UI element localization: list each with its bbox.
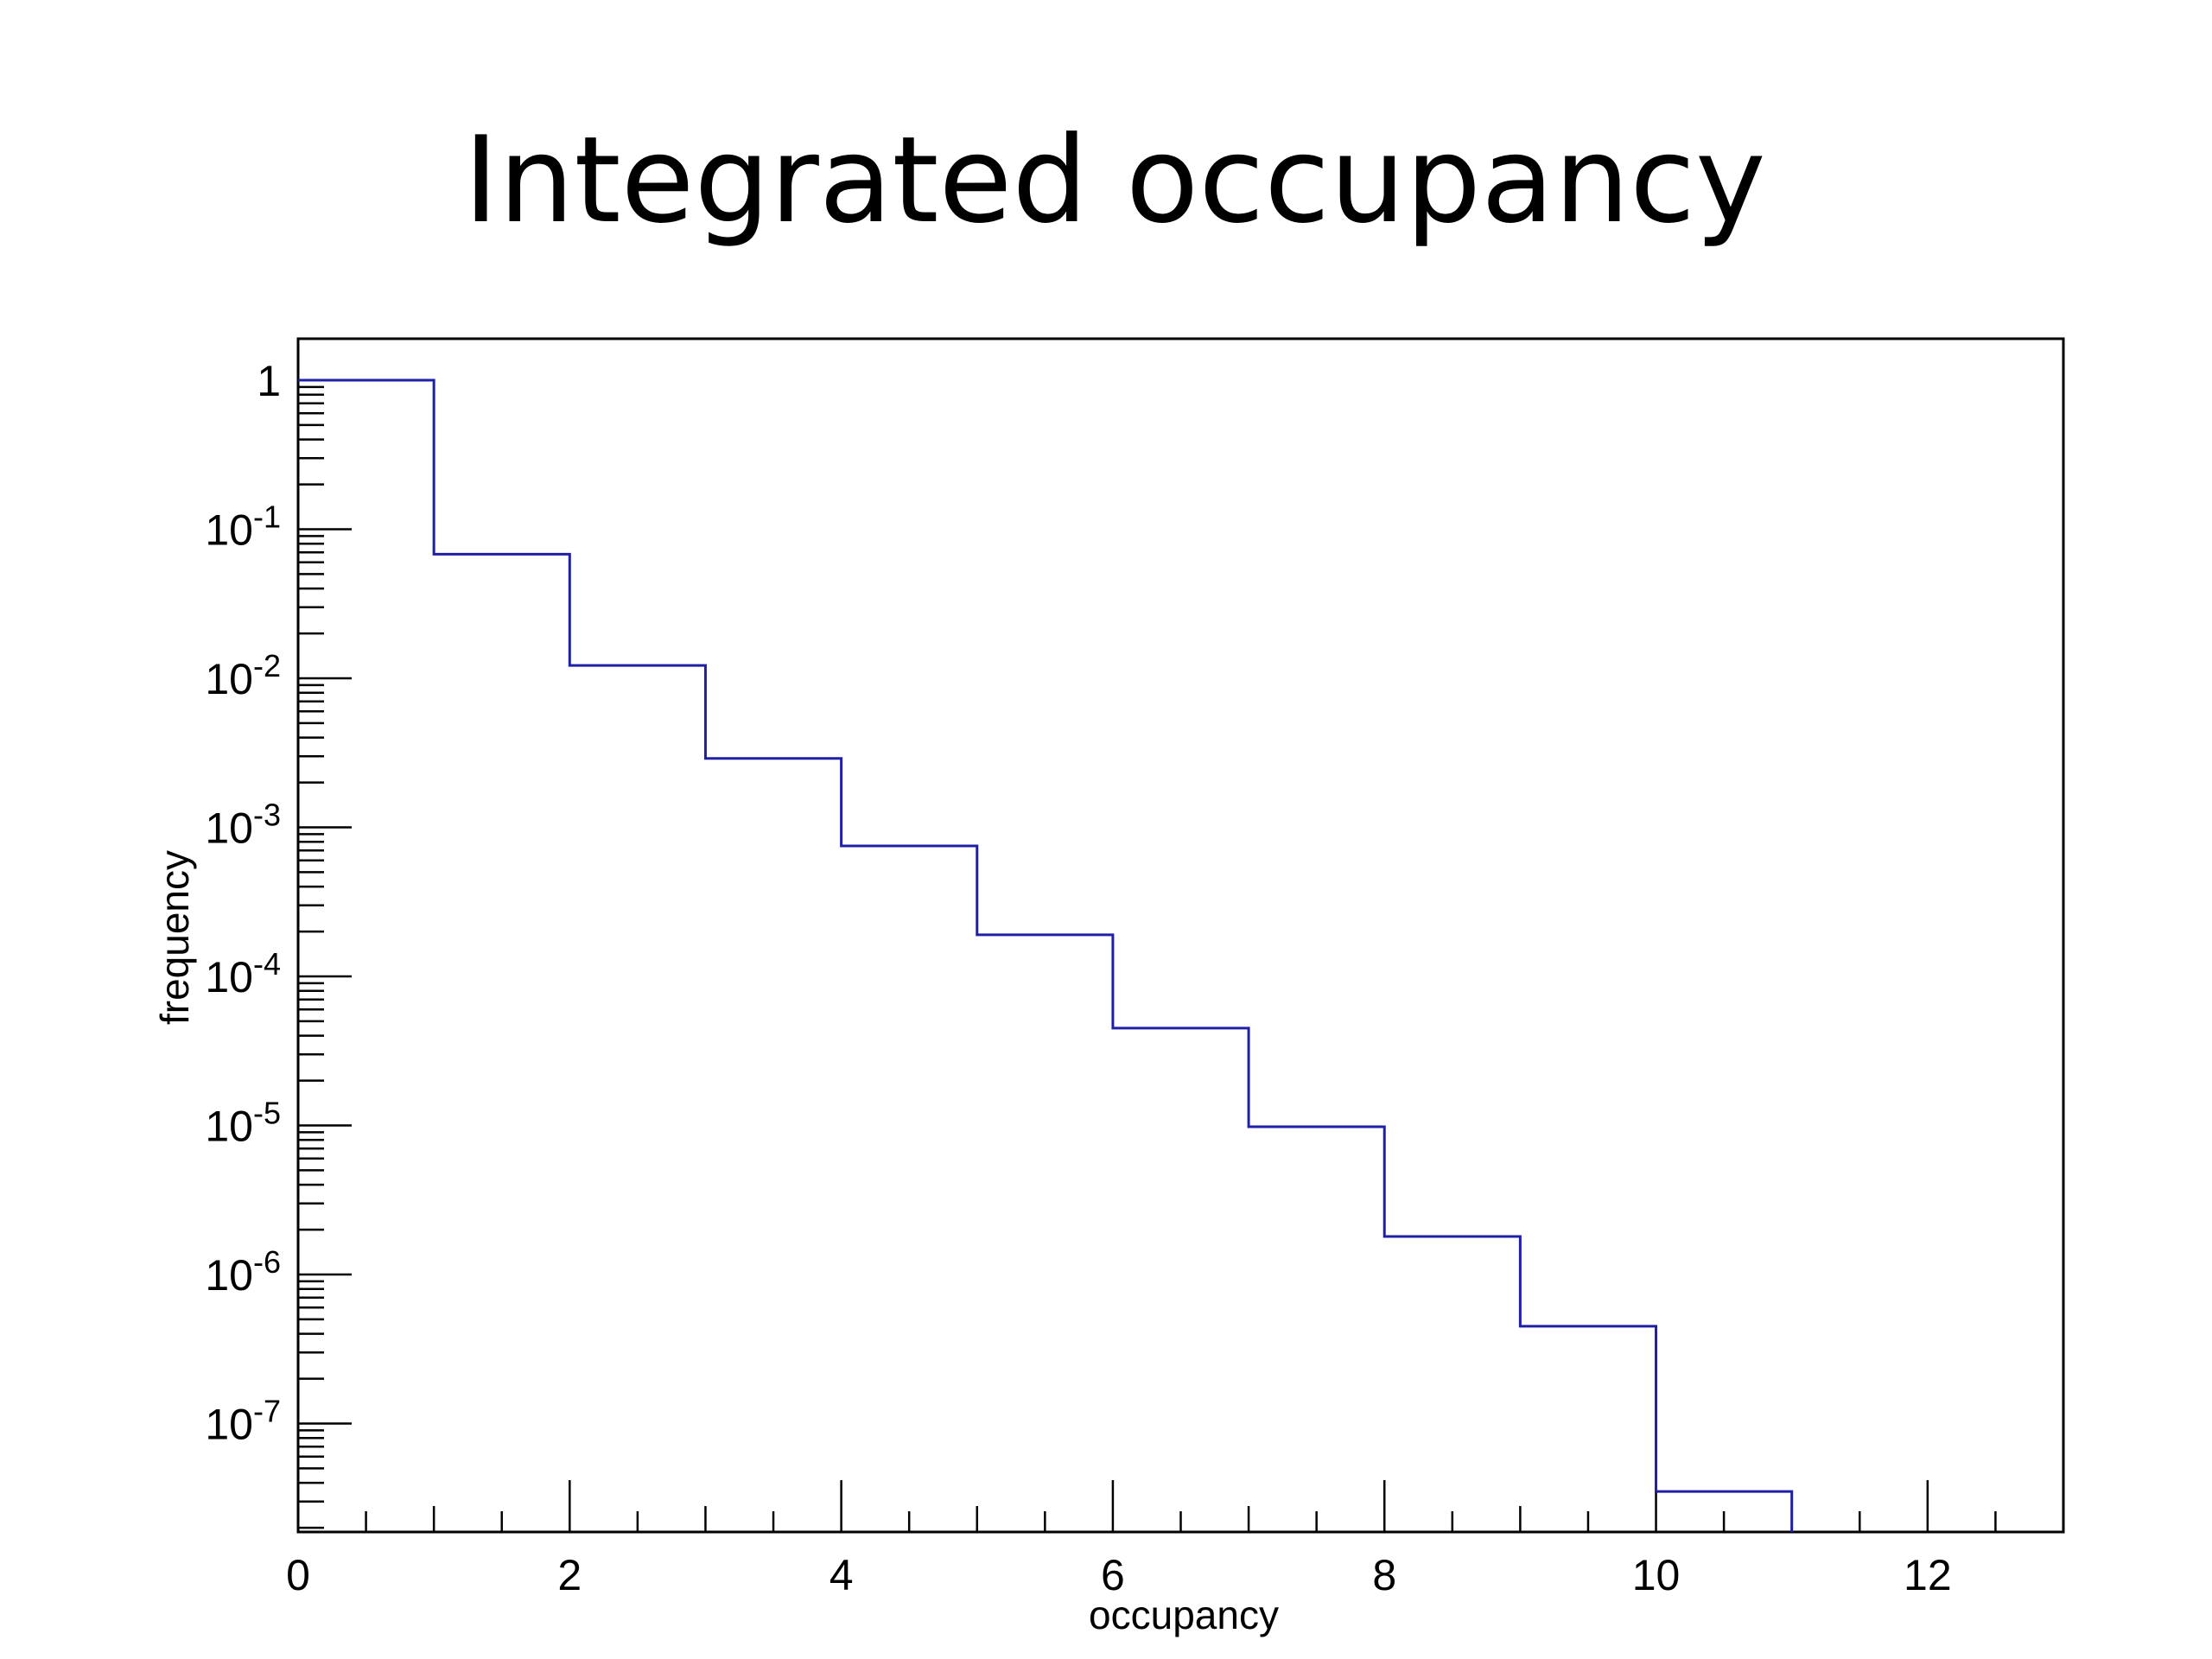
y-tick-label: 10-3 bbox=[205, 798, 281, 853]
y-tick-label: 10-6 bbox=[205, 1244, 281, 1300]
x-axis-label: occupancy bbox=[1089, 1592, 1279, 1637]
x-tick-label: 6 bbox=[1101, 1551, 1125, 1599]
x-tick-label: 0 bbox=[286, 1551, 310, 1599]
x-tick-label: 8 bbox=[1372, 1551, 1396, 1599]
histogram-line bbox=[298, 378, 1794, 1532]
y-tick-label: 10-4 bbox=[205, 946, 281, 1001]
slide-title: Integrated occupancy bbox=[463, 111, 1766, 250]
x-tick-label: 12 bbox=[1904, 1551, 1952, 1599]
y-tick-label: 10-2 bbox=[205, 648, 281, 703]
x-tick-label: 2 bbox=[557, 1551, 582, 1599]
y-tick-label: 1 bbox=[257, 357, 281, 405]
y-tick-label: 10-5 bbox=[205, 1096, 281, 1151]
y-tick-label: 10-7 bbox=[205, 1394, 281, 1449]
x-tick-label: 4 bbox=[830, 1551, 854, 1599]
y-tick-label: 10-1 bbox=[205, 499, 281, 555]
x-tick-label: 10 bbox=[1632, 1551, 1681, 1599]
plot-frame bbox=[296, 337, 2065, 1534]
y-axis-label: frequency bbox=[152, 850, 197, 1025]
